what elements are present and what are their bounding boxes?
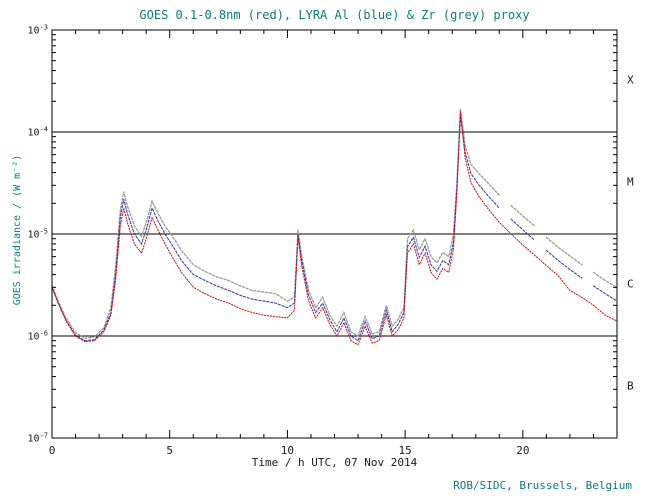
- y-tick-label: 10-4: [27, 125, 48, 139]
- x-tick-label: 5: [166, 444, 174, 457]
- series-lyra-zr-proxy: [545, 236, 583, 266]
- credit-text: ROB/SIDC, Brussels, Belgium: [453, 479, 632, 492]
- flare-class-label: M: [627, 175, 634, 189]
- x-tick-label: 15: [398, 444, 412, 457]
- x-tick-label: 20: [516, 444, 530, 457]
- y-tick-label: 10-5: [27, 227, 48, 241]
- series-goes-0-1-0-8nm: [51, 111, 618, 346]
- series-lyra-al-proxy: [592, 285, 618, 302]
- y-axis-label: GOES irradiance / (W m⁻²): [12, 154, 23, 306]
- x-axis-label: Time / h UTC, 07 Nov 2014: [251, 456, 418, 469]
- flare-class-label: C: [627, 277, 634, 291]
- x-tick-label: 10: [280, 444, 295, 457]
- y-tick-label: 10-7: [27, 431, 48, 445]
- series-lyra-al-proxy: [510, 218, 536, 241]
- series-lyra-zr-proxy: [510, 204, 536, 227]
- series-lyra-al-proxy: [545, 249, 583, 279]
- flare-class-label: X: [627, 73, 634, 87]
- series-lyra-al-proxy: [51, 115, 500, 342]
- x-tick-label: 0: [48, 444, 56, 457]
- flare-class-label: B: [627, 379, 634, 393]
- chart-title: GOES 0.1-0.8nm (red), LYRA Al (blue) & Z…: [139, 8, 530, 22]
- y-tick-label: 10-6: [27, 329, 48, 343]
- y-tick-label: 10-3: [27, 23, 48, 37]
- series-lyra-zr-proxy: [51, 108, 500, 339]
- series-lyra-zr-proxy: [592, 271, 618, 288]
